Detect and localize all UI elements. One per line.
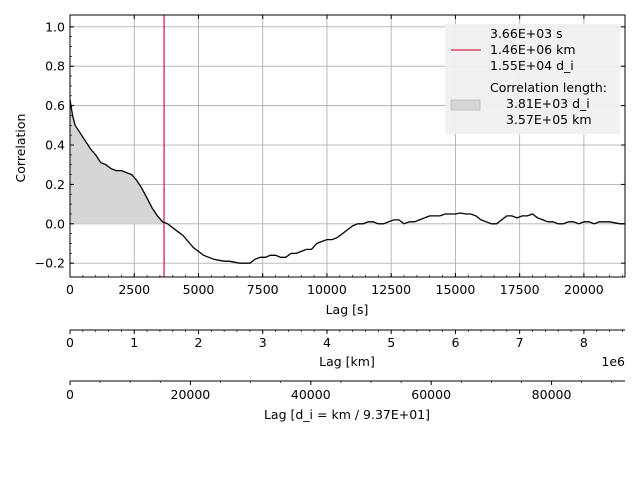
correlation-length-shade	[70, 99, 168, 224]
y-tick-label-2: 0.2	[45, 177, 65, 192]
legend-patch-swatch	[450, 99, 481, 111]
y-axis-ticks: −0.2 0.0 0.2 0.4 0.6 0.8 1.0	[35, 19, 625, 271]
x-axis-di-label: Lag [d_i = km / 9.37E+01]	[264, 407, 430, 422]
legend-line-entry-3: 1.55E+04 d_i	[490, 58, 574, 73]
x-km-tick-label-0: 0	[66, 335, 74, 350]
y-tick-label-5: 0.8	[45, 59, 65, 74]
legend-patch-title: Correlation length:	[490, 80, 607, 95]
x-axis-di: 0 20000 40000 60000 80000	[66, 380, 625, 402]
x-s-tick-label-8: 20000	[564, 282, 604, 297]
x-di-tick-label-4: 80000	[532, 387, 572, 402]
legend-line-entry-2: 1.46E+06 km	[490, 42, 576, 57]
x-axis-km-offset-text: 1e6	[601, 354, 625, 369]
x-s-tick-label-6: 15000	[436, 282, 476, 297]
legend-patch-entry-1: 3.81E+03 d_i	[506, 96, 590, 111]
x-km-tick-label-2: 2	[194, 335, 202, 350]
x-axis-seconds-label: Lag [s]	[326, 302, 369, 317]
y-tick-label-4: 0.6	[45, 98, 65, 113]
y-axis-label: Correlation	[13, 114, 28, 183]
y-tick-label-0: −0.2	[35, 256, 65, 271]
y-tick-label-1: 0.0	[45, 216, 65, 231]
legend-line-entry-1: 3.66E+03 s	[490, 26, 563, 41]
legend-box	[445, 24, 620, 134]
legend-patch-entry-2: 3.57E+05 km	[506, 112, 592, 127]
x-axis-seconds: 0 2500 5000 7500 10000 12500 15000 17500 20000	[66, 15, 623, 297]
x-km-tick-label-3: 3	[259, 335, 267, 350]
x-km-tick-label-6: 6	[451, 335, 459, 350]
x-di-tick-label-0: 0	[66, 387, 74, 402]
y-tick-label-6: 1.0	[45, 19, 65, 34]
x-s-tick-label-5: 12500	[371, 282, 411, 297]
correlation-series-line	[69, 99, 625, 264]
x-di-tick-label-1: 20000	[171, 387, 211, 402]
x-s-tick-label-4: 10000	[307, 282, 347, 297]
x-s-tick-label-0: 0	[66, 282, 74, 297]
legend: 3.66E+03 s 1.46E+06 km 1.55E+04 d_i Corr…	[445, 24, 620, 134]
x-di-tick-label-3: 60000	[411, 387, 451, 402]
x-km-tick-label-8: 8	[580, 335, 588, 350]
x-s-tick-label-2: 5000	[183, 282, 215, 297]
plot-frame	[69, 14, 626, 278]
x-km-tick-label-7: 7	[516, 335, 524, 350]
x-di-tick-label-2: 40000	[291, 387, 331, 402]
x-s-tick-label-7: 17500	[500, 282, 540, 297]
x-km-tick-label-5: 5	[387, 335, 395, 350]
x-axis-km: 0 1 2 3 4 5 6 7 8	[66, 329, 625, 350]
y-tick-label-3: 0.4	[45, 138, 65, 153]
x-s-tick-label-3: 7500	[247, 282, 279, 297]
x-km-tick-label-1: 1	[130, 335, 138, 350]
x-axis-km-label: Lag [km]	[319, 354, 375, 369]
x-s-tick-label-1: 2500	[118, 282, 150, 297]
x-km-tick-label-4: 4	[323, 335, 331, 350]
